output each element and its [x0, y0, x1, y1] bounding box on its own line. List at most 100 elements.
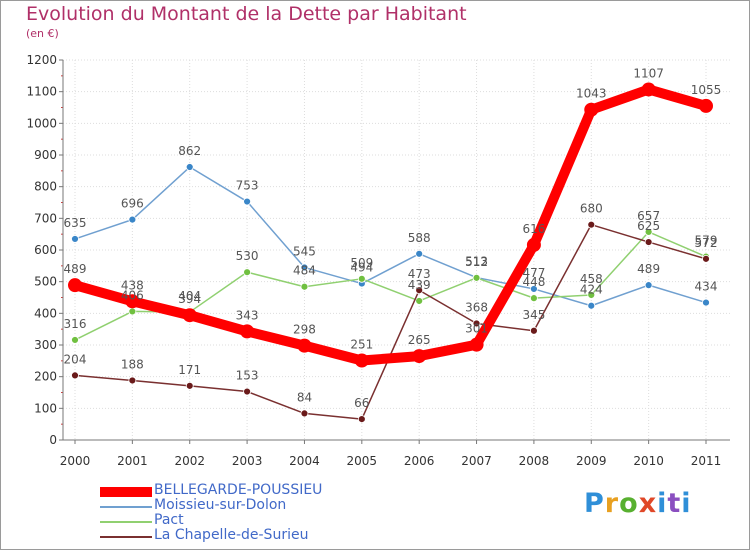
- x-tick-label: 2002: [174, 454, 205, 468]
- data-label: 438: [121, 278, 144, 292]
- data-point: [584, 102, 599, 117]
- data-label: 513: [465, 255, 488, 269]
- y-tick-label: 1200: [26, 53, 57, 67]
- data-label: 204: [64, 352, 87, 366]
- data-point: [128, 376, 137, 385]
- grid: [63, 59, 730, 441]
- data-point: [300, 409, 309, 418]
- data-point: [182, 308, 197, 323]
- data-label: 394: [178, 292, 201, 306]
- legend-swatch: [100, 536, 152, 538]
- data-label: 301: [465, 322, 488, 336]
- data-label: 84: [297, 390, 312, 404]
- data-point: [530, 294, 538, 303]
- data-label: 188: [121, 357, 144, 371]
- series-line: [70, 84, 711, 366]
- series-line: [74, 166, 707, 307]
- data-point: [587, 220, 596, 229]
- data-point: [530, 326, 538, 335]
- data-label: 1055: [691, 83, 722, 97]
- legend-swatch: [100, 521, 152, 523]
- data-label: 512: [465, 255, 488, 269]
- data-point: [243, 387, 251, 396]
- data-point: [526, 237, 541, 252]
- x-tick-label: 2006: [404, 454, 435, 468]
- data-point: [587, 291, 596, 299]
- data-label: 343: [236, 308, 259, 322]
- data-label: 616: [522, 222, 545, 236]
- data-point: [644, 281, 653, 290]
- data-point: [702, 254, 710, 263]
- data-point: [240, 324, 255, 339]
- data-label: 1043: [576, 87, 607, 101]
- data-label: 635: [64, 216, 87, 230]
- data-label: 458: [580, 272, 603, 286]
- data-label: 345: [522, 308, 545, 322]
- data-label: 489: [64, 262, 87, 276]
- data-point: [243, 268, 251, 277]
- data-label: 66: [354, 396, 369, 410]
- data-point: [185, 381, 194, 390]
- data-point: [71, 371, 79, 380]
- data-point: [472, 273, 481, 282]
- data-point: [243, 197, 251, 206]
- series-line: [74, 223, 707, 420]
- legend-swatch: [100, 506, 152, 508]
- data-point: [472, 319, 481, 328]
- data-label: 572: [695, 236, 718, 250]
- data-label: 298: [293, 323, 316, 337]
- data-label: 434: [695, 280, 718, 294]
- data-point: [530, 285, 538, 293]
- data-point: [702, 298, 710, 307]
- series-line: [74, 231, 707, 341]
- data-label: 448: [522, 275, 545, 289]
- data-label: 265: [408, 333, 431, 347]
- data-label: 473: [408, 267, 431, 281]
- y-tick-label: 0: [49, 433, 57, 447]
- legend-label: Moissieu-sur-Dolon: [154, 497, 287, 513]
- data-point: [297, 338, 312, 353]
- x-tick-label: 2011: [691, 454, 722, 468]
- data-label: 404: [178, 289, 201, 303]
- x-tick-label: 2000: [60, 454, 91, 468]
- data-point: [185, 163, 194, 171]
- data-label: 368: [465, 300, 488, 314]
- data-point: [128, 307, 137, 316]
- data-label: 153: [236, 369, 259, 383]
- axes: 0 100 200 300 400 500 600 700 800 900 1000 1100 1200…: [26, 53, 730, 468]
- data-label: 477: [522, 266, 545, 280]
- line-chart: 0 100 200 300 400 500 600 700 800 900 1000 1100 1200…: [26, 53, 730, 468]
- data-label: 484: [293, 264, 316, 278]
- y-tick-label: 200: [34, 370, 57, 384]
- data-label: 509: [350, 256, 373, 270]
- data-label: 494: [350, 261, 373, 275]
- data-point: [68, 278, 82, 293]
- data-label: 657: [637, 209, 660, 223]
- proxiti-logo: Proxiti: [584, 488, 692, 519]
- series-lines: [68, 82, 713, 424]
- legend-label: BELLEGARDE-POUSSIEU: [154, 482, 323, 498]
- data-point: [641, 82, 656, 97]
- x-tick-label: 2010: [633, 454, 664, 468]
- data-labels: 635 696 862 753 545 494 588 513 477 424 489 434 316 4…: [64, 66, 722, 410]
- data-label: 171: [178, 363, 201, 377]
- data-point: [644, 238, 653, 246]
- data-point: [300, 263, 309, 272]
- data-point: [71, 336, 79, 344]
- data-label: 545: [293, 244, 316, 258]
- data-point: [71, 235, 79, 243]
- x-tick-label: 2004: [289, 454, 320, 468]
- data-label: 680: [580, 202, 603, 216]
- x-tick-label: 2007: [461, 454, 492, 468]
- data-label: 588: [408, 231, 431, 245]
- data-label: 625: [637, 219, 660, 233]
- data-label: 579: [695, 234, 718, 248]
- data-label: 424: [580, 283, 603, 297]
- data-point: [415, 286, 424, 295]
- data-point: [357, 274, 366, 283]
- data-label: 251: [350, 338, 373, 352]
- x-tick-label: 2005: [347, 454, 378, 468]
- data-point: [125, 294, 140, 309]
- data-label: 530: [236, 249, 259, 263]
- data-point: [469, 337, 484, 352]
